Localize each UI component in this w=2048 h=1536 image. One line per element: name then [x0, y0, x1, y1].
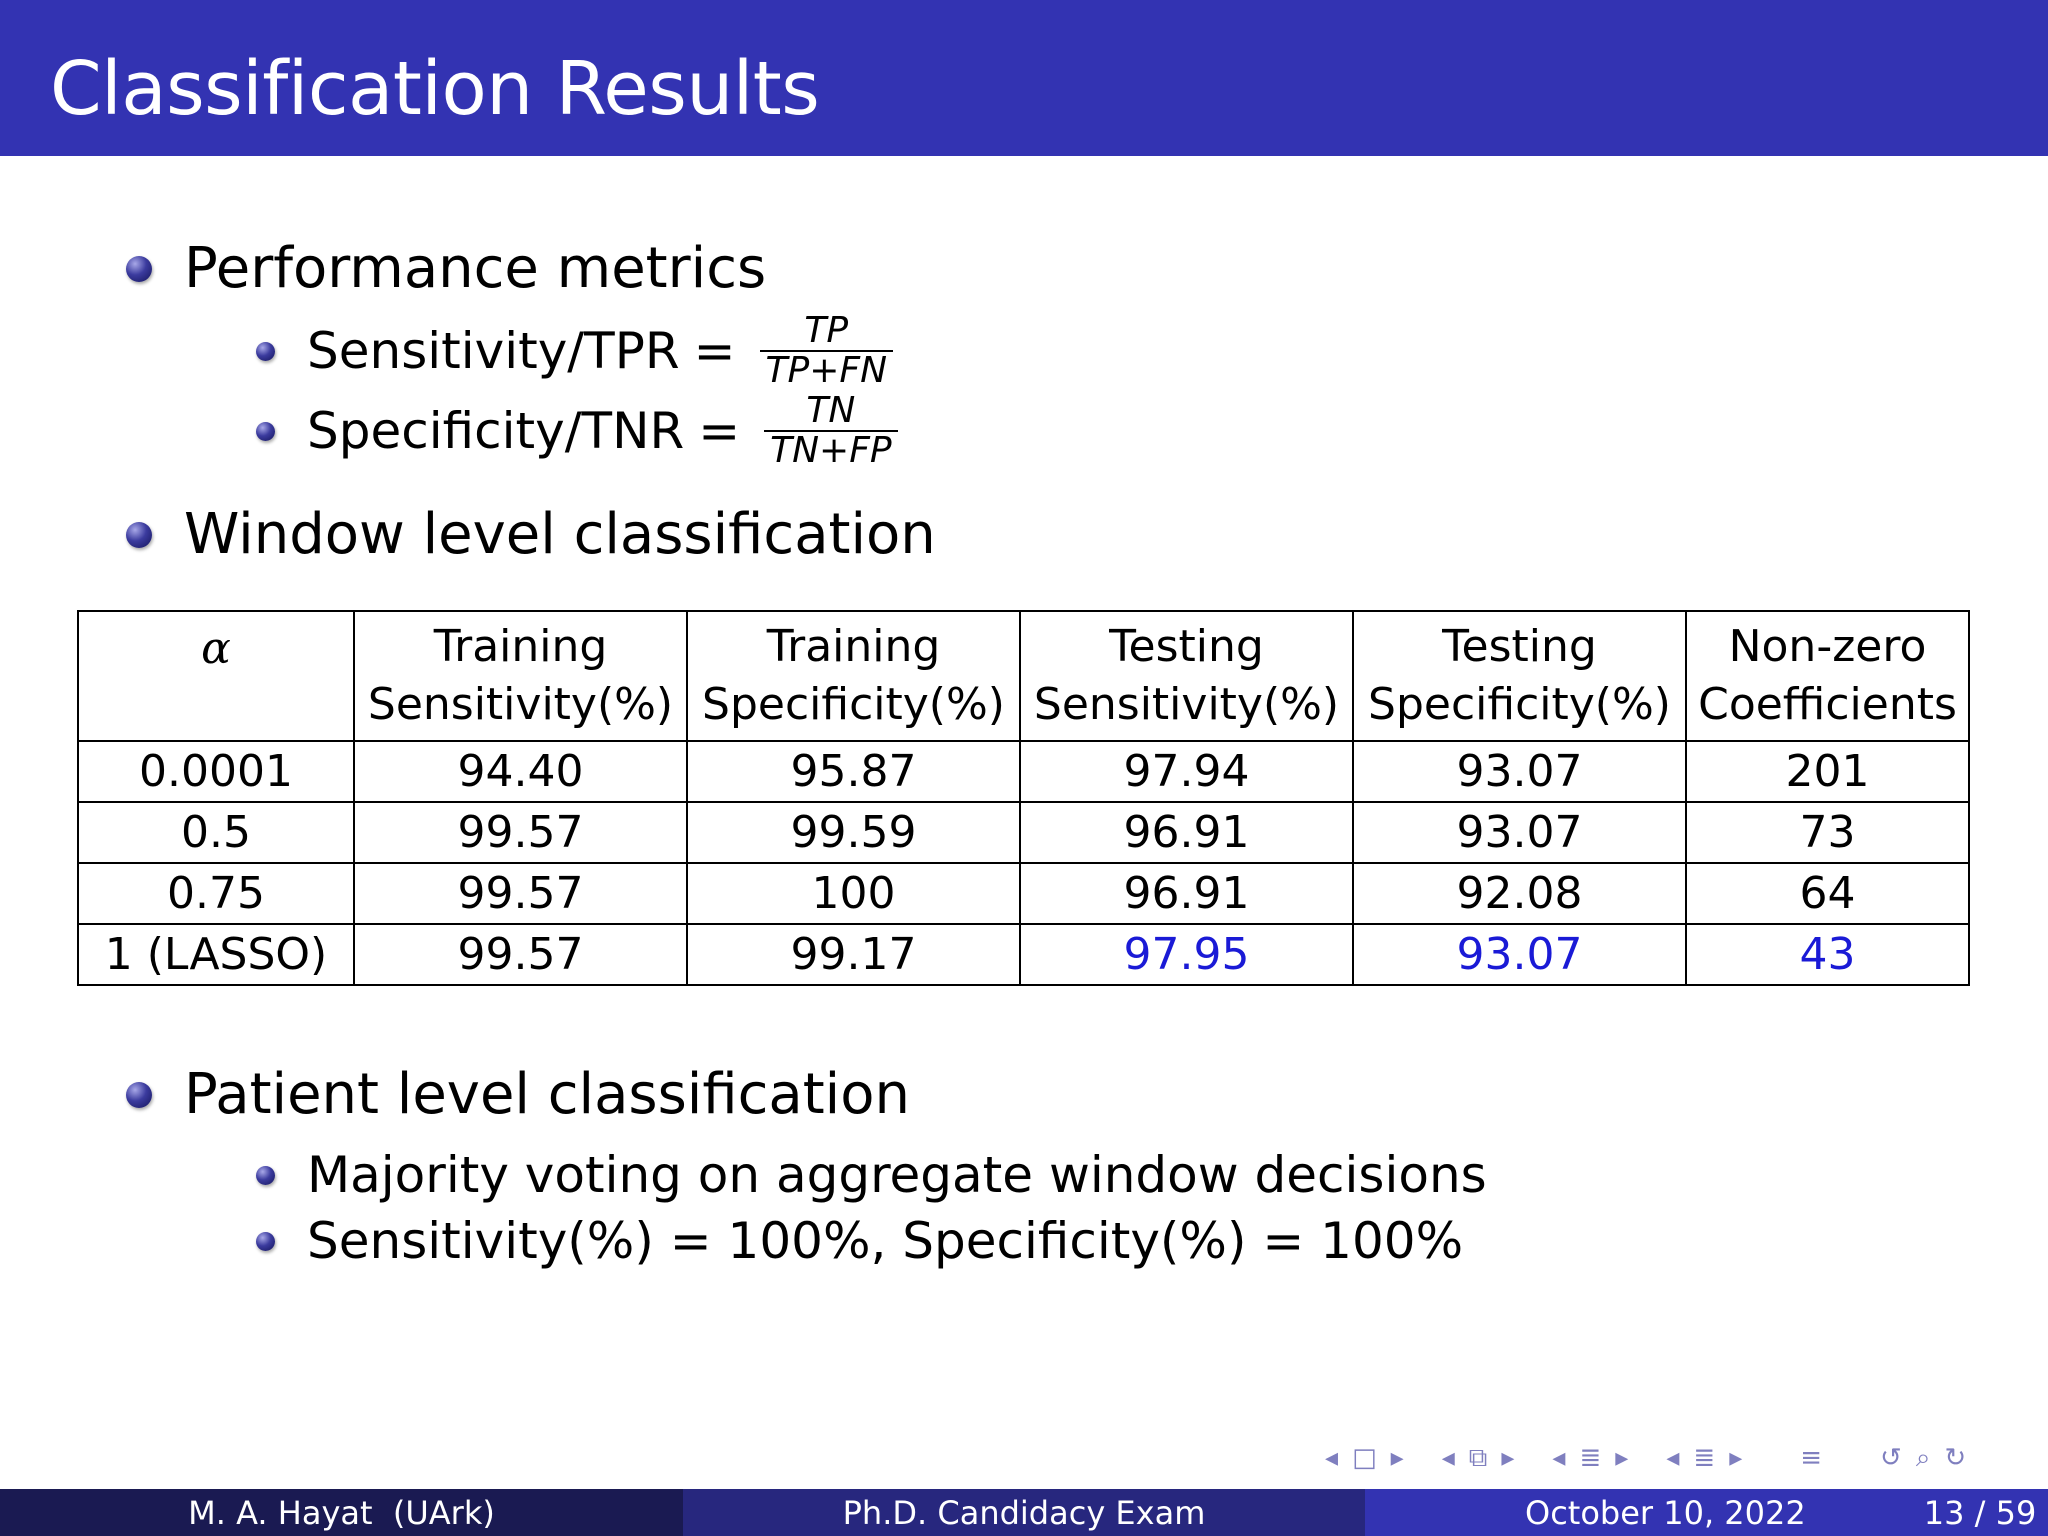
header-cell: Testing Specificity(%): [1352, 610, 1687, 742]
loop-icon[interactable]: ↺: [1880, 1443, 1902, 1473]
table-row: 0.5 99.57 99.59 96.91 93.07 73: [77, 801, 1970, 864]
nav-next-icon[interactable]: ▸: [1501, 1443, 1515, 1473]
table-row: 1 (LASSO) 99.57 99.17 97.95 93.07 43: [77, 923, 1970, 986]
nav-prev-icon[interactable]: ◂: [1441, 1443, 1455, 1473]
formula-numerator: TN: [806, 390, 856, 431]
bullet-window: Window level classification: [126, 502, 936, 567]
sensitivity-formula: TP TP+FN: [759, 310, 893, 390]
table-header-row: α Training Sensitivity(%) Training Specifi…: [77, 610, 1970, 742]
specificity-formula: TN TN+FP: [764, 392, 898, 470]
table-cell-highlighted: 93.07: [1352, 923, 1687, 986]
bullet-patient-result: Sensitivity(%) = 100%, Specificity(%) = …: [256, 1212, 1463, 1270]
table-cell: 73: [1685, 801, 1970, 864]
table-cell: 93.07: [1352, 740, 1687, 803]
table-cell: 0.5: [77, 801, 355, 864]
table-cell: 64: [1685, 862, 1970, 925]
bullet-specificity: Specificity/TNR = TN TN+FP: [256, 392, 898, 470]
bullet-text: Patient level classification: [184, 1062, 910, 1127]
table-cell: 99.59: [686, 801, 1021, 864]
bullet-patient: Patient level classification: [126, 1062, 910, 1127]
align-icon[interactable]: ≣: [1693, 1443, 1716, 1473]
bullet-icon: [126, 521, 152, 548]
bullet-text: Window level classification: [184, 502, 936, 567]
table-cell: 96.91: [1019, 801, 1354, 864]
bullet-icon: [126, 1081, 152, 1108]
table-cell: 97.94: [1019, 740, 1354, 803]
sensitivity-label: Sensitivity/TPR: [307, 322, 680, 380]
table-row: 0.0001 94.40 95.87 97.94 93.07 201: [77, 740, 1970, 803]
title-bar: Classification Results: [0, 0, 2048, 156]
nav-prev-icon[interactable]: ◂: [1552, 1443, 1566, 1473]
bullet-icon: [256, 1165, 275, 1185]
table-cell: 1 (LASSO): [77, 923, 355, 986]
table-cell: 99.57: [353, 923, 688, 986]
table-cell: 92.08: [1352, 862, 1687, 925]
table-cell: 99.57: [353, 862, 688, 925]
footer-author: M. A. Hayat (UArk): [0, 1489, 683, 1536]
table-cell: 93.07: [1352, 801, 1687, 864]
bullet-icon: [126, 255, 152, 282]
navigation-bar: ◂ □ ▸ ◂ ⧉ ▸ ◂ ≣ ▸ ◂ ≣ ▸ ≡ ↺ ⌕ ↻: [1325, 1440, 2025, 1476]
bullet-majority: Majority voting on aggregate window deci…: [256, 1146, 1487, 1204]
equals-sign: =: [698, 402, 741, 460]
table-cell-highlighted: 43: [1685, 923, 1970, 986]
table-cell: 99.57: [353, 801, 688, 864]
bullet-text: Performance metrics: [184, 236, 767, 301]
formula-numerator: TP: [804, 310, 849, 351]
menu-icon[interactable]: ≡: [1800, 1443, 1823, 1473]
bullet-icon: [256, 341, 275, 361]
header-cell: Testing Sensitivity(%): [1019, 610, 1354, 742]
table-cell-highlighted: 97.95: [1019, 923, 1354, 986]
specificity-label: Specificity/TNR: [307, 402, 685, 460]
table-cell: 100: [686, 862, 1021, 925]
bullet-text: Majority voting on aggregate window deci…: [307, 1146, 1487, 1204]
footer-page: 13 / 59: [1923, 1493, 2037, 1532]
footer-event: Ph.D. Candidacy Exam: [683, 1489, 1365, 1536]
formula-denominator: TN+FP: [764, 430, 898, 470]
nav-prev-icon[interactable]: ◂: [1666, 1443, 1680, 1473]
footer-date: October 10, 2022: [1525, 1493, 1806, 1532]
table-row: 0.75 99.57 100 96.91 92.08 64: [77, 862, 1970, 925]
bullet-sensitivity: Sensitivity/TPR = TP TP+FN: [256, 312, 893, 390]
header-cell: Non-zero Coefficients: [1685, 610, 1970, 742]
table-cell: 99.17: [686, 923, 1021, 986]
results-table: α Training Sensitivity(%) Training Specifi…: [77, 610, 1970, 986]
table-cell: 96.91: [1019, 862, 1354, 925]
subsection-icon[interactable]: ⧉: [1468, 1442, 1488, 1473]
table-cell: 201: [1685, 740, 1970, 803]
header-alpha: α: [77, 610, 355, 742]
table-cell: 94.40: [353, 740, 688, 803]
table-cell: 0.75: [77, 862, 355, 925]
bullet-text: Sensitivity(%) = 100%, Specificity(%) = …: [307, 1212, 1464, 1270]
header-cell: Training Specificity(%): [686, 610, 1021, 742]
formula-denominator: TP+FN: [759, 350, 893, 390]
frame-icon[interactable]: □: [1352, 1443, 1377, 1473]
section-icon[interactable]: ≣: [1579, 1443, 1602, 1473]
bullet-icon: [256, 1231, 275, 1251]
bullet-performance: Performance metrics: [126, 236, 766, 301]
footer: M. A. Hayat (UArk) Ph.D. Candidacy Exam …: [0, 1489, 2048, 1536]
footer-right: October 10, 2022 13 / 59: [1365, 1489, 2048, 1536]
equals-sign: =: [693, 322, 736, 380]
nav-next-icon[interactable]: ▸: [1729, 1443, 1743, 1473]
table-cell: 95.87: [686, 740, 1021, 803]
loop-icon[interactable]: ↻: [1944, 1443, 1967, 1473]
table-cell: 0.0001: [77, 740, 355, 803]
nav-next-icon[interactable]: ▸: [1615, 1443, 1629, 1473]
slide-title: Classification Results: [50, 46, 820, 132]
nav-prev-icon[interactable]: ◂: [1325, 1443, 1339, 1473]
header-cell: Training Sensitivity(%): [353, 610, 688, 742]
search-icon[interactable]: ⌕: [1915, 1442, 1931, 1473]
nav-next-icon[interactable]: ▸: [1390, 1443, 1404, 1473]
bullet-icon: [256, 421, 275, 441]
